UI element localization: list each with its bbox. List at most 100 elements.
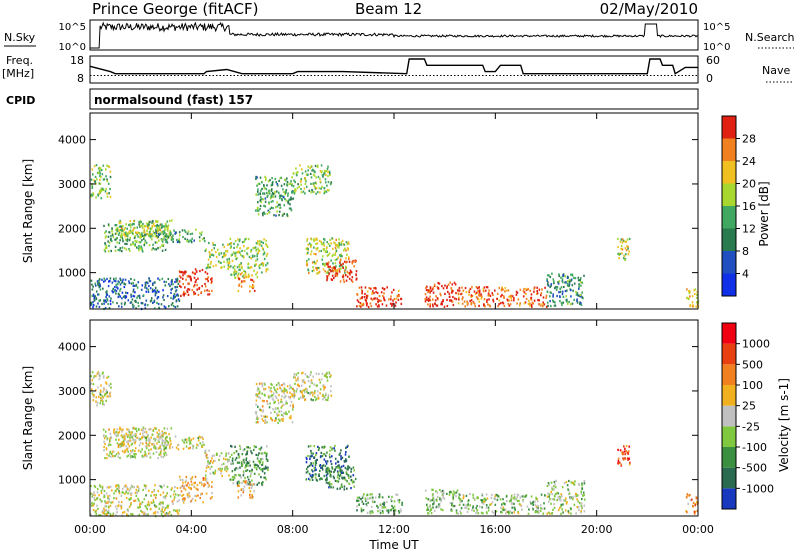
range-gate-cell <box>315 452 318 455</box>
range-gate-cell <box>251 470 253 473</box>
range-gate-cell <box>285 190 287 193</box>
range-gate-cell <box>281 198 283 201</box>
range-gate-cell <box>303 389 306 392</box>
range-gate-cell <box>326 167 329 171</box>
range-gate-cell <box>530 303 533 307</box>
range-gate-cell <box>295 390 298 393</box>
range-gate-cell <box>350 478 353 482</box>
range-gate-cell <box>513 511 515 514</box>
range-gate-cell <box>125 496 128 500</box>
range-gate-cell <box>183 497 185 500</box>
range-gate-cell <box>142 442 144 445</box>
range-gate-cell <box>181 229 184 232</box>
range-gate-cell <box>308 472 311 475</box>
range-gate-cell <box>346 243 349 246</box>
range-gate-cell <box>156 435 159 438</box>
range-gate-cell <box>319 392 321 395</box>
range-gate-cell <box>94 282 96 285</box>
range-gate-cell <box>90 193 93 196</box>
range-gate-cell <box>545 296 547 299</box>
range-gate-cell <box>306 458 308 461</box>
range-gate-cell <box>343 476 346 479</box>
range-gate-cell <box>267 209 270 212</box>
range-gate-cell <box>129 492 132 495</box>
range-gate-cell <box>275 396 278 399</box>
range-gate-cell <box>272 195 275 198</box>
range-gate-cell <box>501 287 503 290</box>
range-gate-cell <box>112 235 115 238</box>
range-gate-cell <box>115 277 117 280</box>
range-gate-cell <box>315 176 317 179</box>
range-gate-cell <box>497 495 499 498</box>
range-gate-cell <box>330 483 333 486</box>
range-gate-cell <box>425 286 427 289</box>
range-gate-cell <box>622 451 624 454</box>
range-gate-cell <box>458 493 461 496</box>
power-colorbar-label: Power [dB] <box>757 181 771 246</box>
range-gate-cell <box>163 236 165 239</box>
range-gate-cell <box>262 262 265 265</box>
range-gate-cell <box>190 499 193 502</box>
range-gate-cell <box>329 471 331 475</box>
range-gate-cell <box>536 292 539 295</box>
range-gate-cell <box>310 449 312 453</box>
range-gate-cell <box>106 513 108 516</box>
range-gate-cell <box>619 461 621 464</box>
range-gate-cell <box>307 470 309 473</box>
range-gate-cell <box>110 235 112 238</box>
range-gate-cell <box>337 256 339 259</box>
range-gate-cell <box>181 484 184 487</box>
range-gate-cell <box>270 189 273 192</box>
range-gate-cell <box>325 173 327 177</box>
range-gate-cell <box>322 384 325 387</box>
range-gate-cell <box>92 301 94 304</box>
range-gate-cell <box>196 488 199 491</box>
freq-tick-top: 18 <box>70 54 84 67</box>
range-gate-cell <box>323 453 326 456</box>
range-gate-cell <box>165 512 168 515</box>
range-gate-cell <box>435 505 438 508</box>
range-gate-cell <box>262 192 264 195</box>
range-gate-cell <box>98 191 101 195</box>
range-gate-cell <box>387 511 390 514</box>
range-gate-cell <box>204 282 206 286</box>
range-gate-cell <box>139 503 141 506</box>
range-gate-cell <box>210 465 213 468</box>
range-gate-cell <box>307 477 310 480</box>
range-gate-cell <box>195 495 198 498</box>
range-gate-cell <box>621 241 624 244</box>
range-gate-cell <box>563 285 565 289</box>
range-gate-cell <box>250 486 253 489</box>
range-gate-cell <box>331 455 333 458</box>
range-gate-cell <box>262 461 264 464</box>
range-gate-cell <box>529 500 532 503</box>
range-gate-cell <box>197 277 199 280</box>
range-gate-cell <box>281 389 284 392</box>
power-panel <box>90 164 700 311</box>
range-gate-cell <box>310 462 313 465</box>
range-gate-cell <box>432 497 434 500</box>
range-gate-cell <box>282 419 284 422</box>
range-gate-cell <box>291 408 294 411</box>
range-gate-cell <box>336 476 339 479</box>
range-gate-cell <box>210 261 212 264</box>
range-gate-cell <box>161 277 164 280</box>
colorbar-tick-label: -25 <box>742 420 760 433</box>
range-gate-cell <box>106 180 109 183</box>
range-gate-cell <box>510 296 512 300</box>
range-gate-cell <box>146 304 149 307</box>
range-gate-cell <box>292 197 295 200</box>
range-gate-cell <box>112 455 114 458</box>
range-gate-cell <box>119 219 121 222</box>
range-gate-cell <box>93 294 95 297</box>
range-gate-cell <box>162 432 165 435</box>
range-gate-cell <box>362 302 365 305</box>
range-gate-cell <box>316 165 319 168</box>
range-gate-cell <box>328 484 331 487</box>
range-gate-cell <box>92 399 95 402</box>
range-gate-cell <box>109 439 111 442</box>
range-gate-cell <box>163 230 165 233</box>
range-gate-cell <box>246 451 248 454</box>
range-gate-cell <box>264 415 267 418</box>
range-gate-cell <box>263 192 266 195</box>
